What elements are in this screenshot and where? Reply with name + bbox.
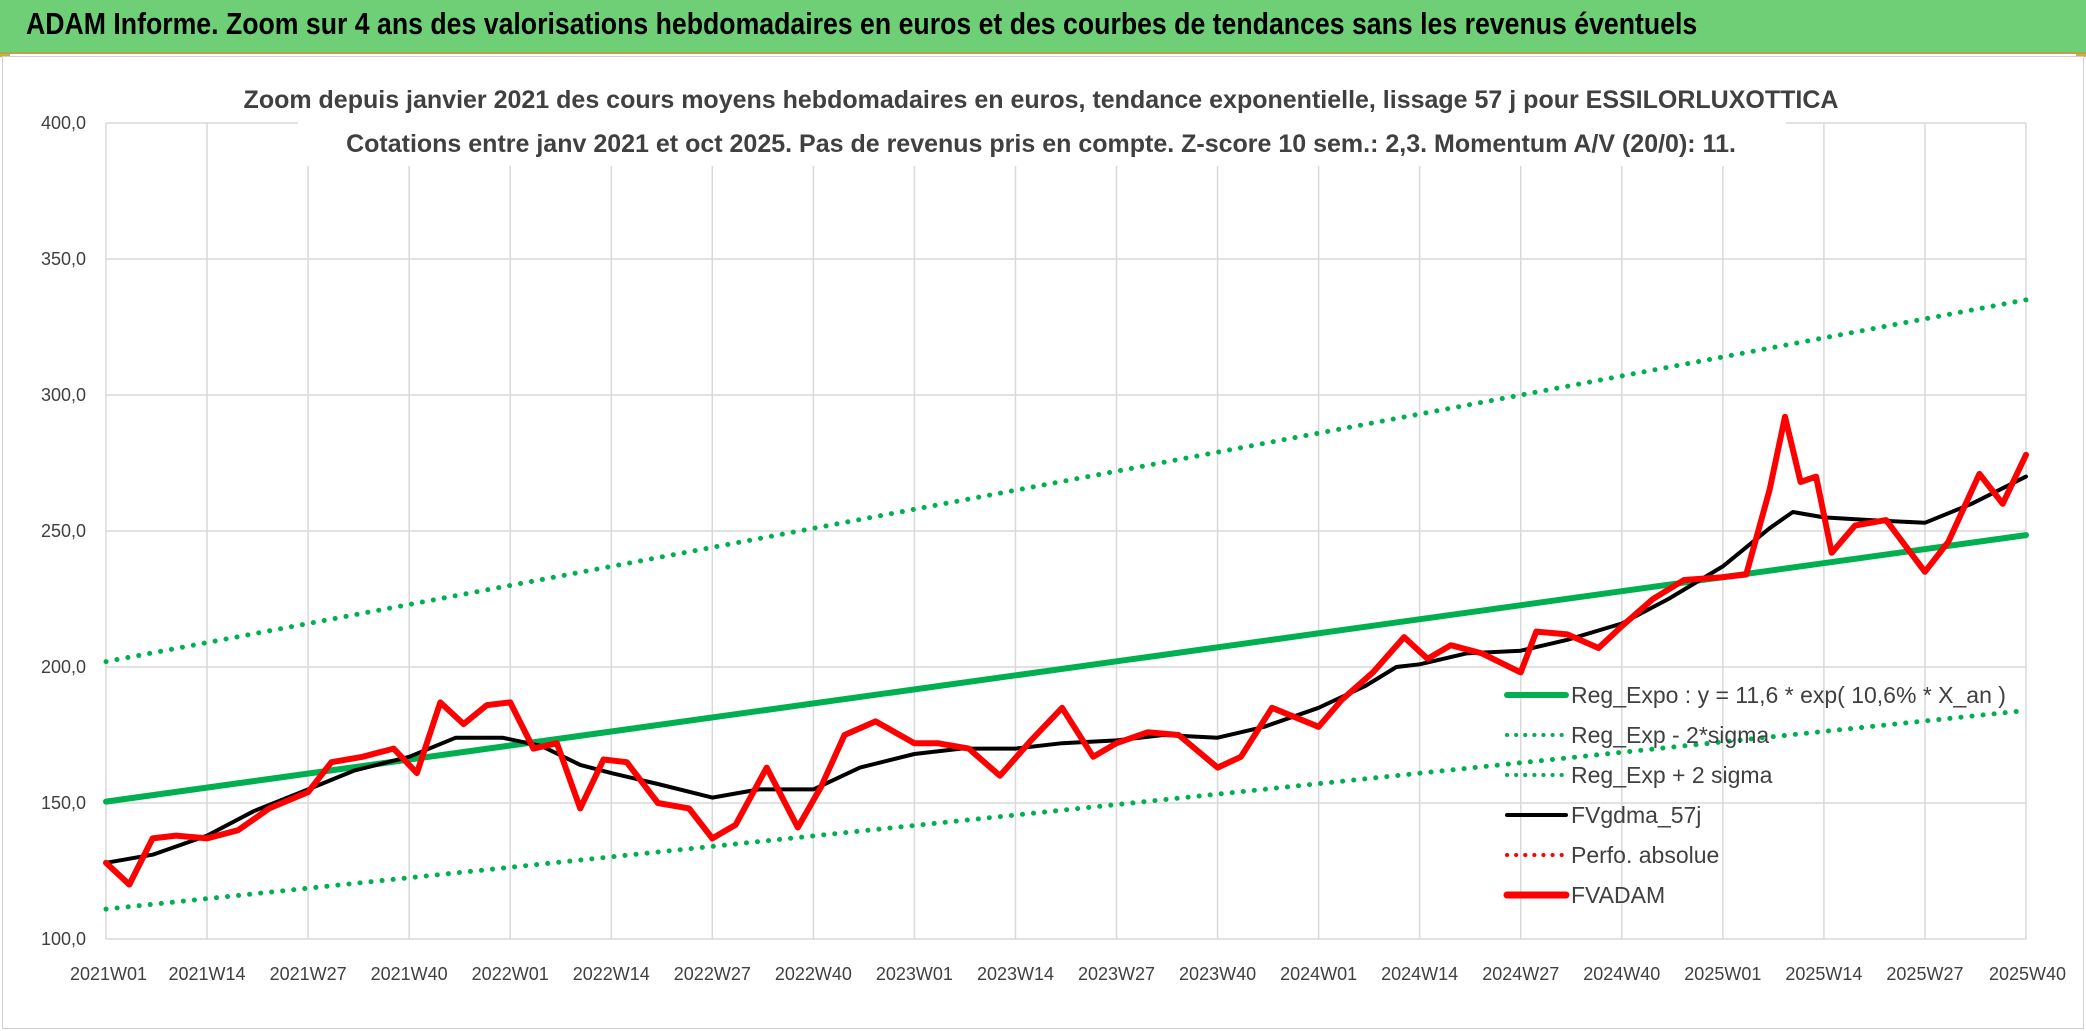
legend: Reg_Expo : y = 11,6 * exp( 10,6% * X_an … (1503, 682, 2006, 908)
x-tick-label: 2021W14 (169, 964, 246, 984)
banner-corner-right (2076, 54, 2086, 57)
x-tick-label: 2024W14 (1381, 964, 1458, 984)
legend-label-1: Reg_Exp - 2*sigma (1571, 722, 1769, 748)
banner-corner-left (0, 54, 10, 57)
chart-subtitle: Cotations entre janv 2021 et oct 2025. P… (346, 130, 1736, 158)
title-background (298, 80, 1786, 166)
x-tick-label: 2021W27 (270, 964, 347, 984)
legend-label-4: Perfo. absolue (1571, 842, 1719, 868)
legend-label-5: FVADAM (1571, 882, 1665, 908)
chart-title: Zoom depuis janvier 2021 des cours moyen… (244, 86, 1839, 114)
x-tick-label: 2024W27 (1482, 964, 1559, 984)
x-tick-label: 2023W01 (876, 964, 953, 984)
x-tick-label: 2023W40 (1179, 964, 1256, 984)
grid-lines (105, 122, 2027, 940)
series-line-2 (103, 297, 2029, 665)
report-banner: ADAM Informe. Zoom sur 4 ans des valoris… (0, 0, 2086, 54)
chart-frame (2, 56, 2084, 1029)
series-line-3 (104, 474, 2028, 865)
x-tick-label: 2023W14 (977, 964, 1054, 984)
x-tick-label: 2024W01 (1280, 964, 1357, 984)
x-tick-label: 2025W27 (1886, 964, 1963, 984)
x-tick-label: 2025W40 (1989, 964, 2066, 984)
legend-label-3: FVgdma_57j (1571, 802, 1701, 828)
x-tick-label: 2021W01 (70, 964, 147, 984)
y-tick-label: 300,0 (41, 385, 86, 405)
x-tick-label: 2022W40 (775, 964, 852, 984)
x-axis: 2021W01 2021W14 2021W27 2021W40 2022W01 2022W… (70, 964, 2066, 984)
y-tick-label: 100,0 (41, 929, 86, 949)
y-tick-label: 200,0 (41, 657, 86, 677)
series-line-1 (103, 708, 2029, 912)
legend-label-0: Reg_Expo : y = 11,6 * exp( 10,6% * X_an … (1571, 682, 2006, 708)
x-tick-label: 2023W27 (1078, 964, 1155, 984)
series-line-5 (103, 413, 2029, 888)
x-tick-label: 2021W40 (371, 964, 448, 984)
x-tick-label: 2025W01 (1684, 964, 1761, 984)
x-tick-label: 2025W14 (1785, 964, 1862, 984)
x-tick-label: 2022W14 (573, 964, 650, 984)
x-tick-label: 2022W27 (674, 964, 751, 984)
y-tick-label: 400,0 (41, 113, 86, 133)
banner-title: ADAM Informe. Zoom sur 4 ans des valoris… (26, 6, 1698, 41)
y-tick-label: 350,0 (41, 249, 86, 269)
x-tick-label: 2022W01 (472, 964, 549, 984)
legend-label-2: Reg_Exp + 2 sigma (1571, 762, 1773, 788)
series-lines (103, 297, 2029, 912)
x-tick-label: 2024W40 (1583, 964, 1660, 984)
y-tick-label: 250,0 (41, 521, 86, 541)
y-axis: 100,0 150,0 200,0 250,0 300,0 350,0 400,0 (41, 113, 86, 949)
y-tick-label: 150,0 (41, 793, 86, 813)
